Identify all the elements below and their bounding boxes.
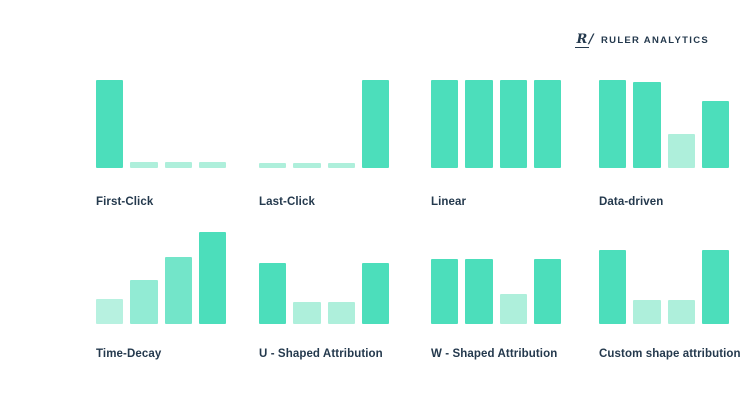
bar xyxy=(667,300,695,324)
bar-group xyxy=(96,80,226,168)
bar-group xyxy=(599,80,729,168)
bar xyxy=(431,80,459,168)
chart-title: First-Click xyxy=(96,196,154,208)
bar xyxy=(259,162,287,168)
ruler-logo-text: RULER ANALYTICS xyxy=(601,35,709,46)
chart-custom-shape: Custom shape attribution xyxy=(599,232,741,360)
chart-title: Last-Click xyxy=(259,196,315,208)
chart-data-driven: Data-driven xyxy=(599,80,729,208)
bar xyxy=(599,80,627,168)
bar xyxy=(667,133,695,168)
bar-group xyxy=(96,232,226,324)
ruler-analytics-logo: R/ RULER ANALYTICS xyxy=(575,33,709,48)
bar xyxy=(599,250,627,324)
bar-group xyxy=(259,80,389,168)
chart-title: Time-Decay xyxy=(96,348,162,360)
bar xyxy=(701,250,729,324)
bar xyxy=(259,263,287,324)
bar-group xyxy=(259,232,389,324)
bar-group xyxy=(431,232,561,324)
bar xyxy=(293,162,321,168)
bar xyxy=(164,161,192,168)
bar xyxy=(198,161,226,168)
bar xyxy=(293,301,321,324)
bar xyxy=(633,81,661,168)
chart-title: Data-driven xyxy=(599,196,664,208)
chart-title: Linear xyxy=(431,196,467,208)
bar xyxy=(198,232,226,324)
bar xyxy=(164,256,192,324)
bar xyxy=(130,161,158,168)
bar xyxy=(533,258,561,324)
bar xyxy=(130,279,158,324)
chart-title: U - Shaped Attribution xyxy=(259,348,383,360)
chart-title: Custom shape attribution xyxy=(599,348,741,360)
bar xyxy=(499,80,527,168)
chart-w-shaped: W - Shaped Attribution xyxy=(431,232,561,360)
bar xyxy=(361,80,389,168)
bar xyxy=(633,300,661,324)
chart-last-click: Last-Click xyxy=(259,80,389,208)
bar-group xyxy=(599,232,729,324)
chart-u-shaped: U - Shaped Attribution xyxy=(259,232,389,360)
bar xyxy=(431,258,459,324)
chart-first-click: First-Click xyxy=(96,80,226,208)
chart-linear: Linear xyxy=(431,80,561,208)
bar xyxy=(361,263,389,324)
chart-time-decay: Time-Decay xyxy=(96,232,226,360)
bar xyxy=(327,162,355,168)
bar xyxy=(465,80,493,168)
bar xyxy=(499,293,527,324)
bar xyxy=(465,258,493,324)
bar-group xyxy=(431,80,561,168)
bar xyxy=(327,301,355,324)
bar xyxy=(533,80,561,168)
chart-title: W - Shaped Attribution xyxy=(431,348,558,360)
bar xyxy=(96,80,124,168)
bar xyxy=(96,299,124,324)
bar xyxy=(701,101,729,168)
ruler-logo-icon: R/ xyxy=(575,32,594,48)
